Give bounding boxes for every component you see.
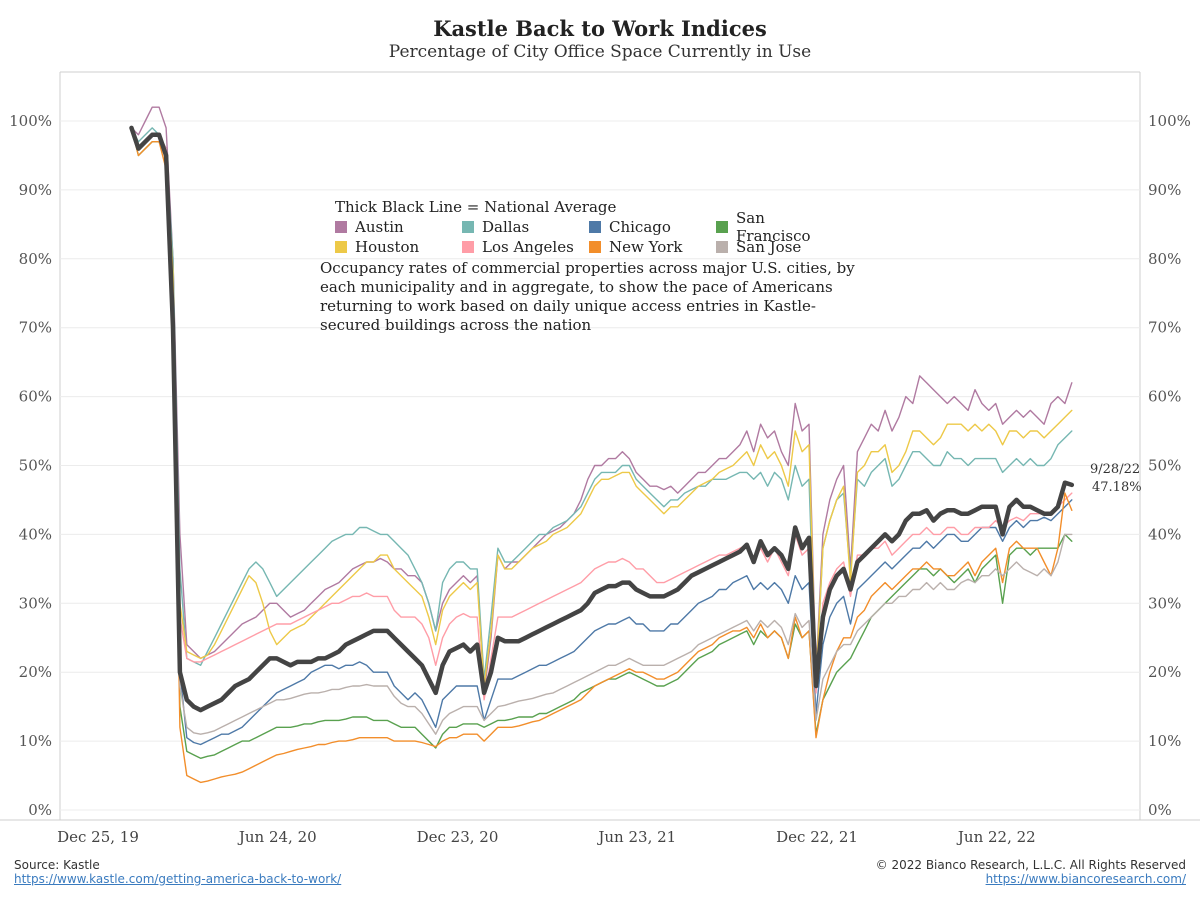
copyright-text: © 2022 Bianco Research, L.L.C. All Right… — [875, 858, 1186, 872]
legend-item-chicago: Chicago — [589, 218, 716, 236]
y-tick-label-right: 100% — [1148, 112, 1191, 130]
y-tick-label-right: 90% — [1148, 181, 1181, 199]
series-line-chicago — [130, 127, 1073, 746]
legend-item-los-angeles: Los Angeles — [462, 238, 589, 256]
legend-item-houston: Houston — [335, 238, 462, 256]
y-tick-label-left: 100% — [9, 112, 52, 130]
y-tick-label-left: 20% — [19, 663, 52, 681]
legend-label-dallas: Dallas — [482, 218, 530, 236]
y-tick-label-right: 50% — [1148, 457, 1181, 475]
y-tick-label-left: 40% — [19, 525, 52, 543]
legend-label-san-francisco: San Francisco — [736, 209, 811, 245]
y-tick-label-right: 0% — [1148, 801, 1172, 819]
site-link[interactable]: https://www.biancoresearch.com/ — [985, 872, 1186, 886]
legend-row-1: Austin Dallas Chicago San Francisco — [335, 209, 880, 245]
x-tick-label: Dec 23, 20 — [417, 828, 499, 846]
legend-description: Occupancy rates of commercial properties… — [320, 259, 855, 334]
end-annotation-value: 47.18% — [1092, 480, 1142, 495]
legend-item-dallas: Dallas — [462, 218, 589, 236]
x-tick-label: Jun 22, 22 — [956, 828, 1036, 846]
series-line-austin — [130, 106, 1073, 694]
series-line-dallas — [130, 127, 1073, 687]
y-tick-label-right: 40% — [1148, 525, 1181, 543]
source-link[interactable]: https://www.kastle.com/getting-america-b… — [14, 872, 342, 886]
legend-swatch-austin — [335, 221, 347, 233]
y-tick-label-left: 30% — [19, 594, 52, 612]
legend-row-2: Houston Los Angeles New York San Jose — [335, 237, 880, 257]
x-tick-label: Dec 22, 21 — [776, 828, 858, 846]
legend-swatch-new-york — [589, 241, 601, 253]
y-tick-label-right: 60% — [1148, 388, 1181, 406]
source-block: Source: Kastle https://www.kastle.com/ge… — [14, 858, 341, 886]
legend-swatch-san-jose — [716, 241, 728, 253]
legend-swatch-los-angeles — [462, 241, 474, 253]
legend-swatch-chicago — [589, 221, 601, 233]
chart-title: Kastle Back to Work Indices — [433, 16, 767, 41]
series-line-los-angeles — [130, 127, 1073, 701]
legend-item-san-jose: San Jose — [716, 238, 843, 256]
series-line-new-york — [130, 127, 1073, 784]
legend-swatch-houston — [335, 241, 347, 253]
legend-item-austin: Austin — [335, 218, 462, 236]
y-tick-label-right: 20% — [1148, 663, 1181, 681]
x-tick-label: Dec 25, 19 — [57, 828, 139, 846]
y-tick-label-left: 0% — [28, 801, 52, 819]
legend-heading: Thick Black Line = National Average — [335, 198, 617, 216]
y-tick-label-left: 80% — [19, 250, 52, 268]
series-line-national-average — [129, 125, 1075, 713]
legend-label-san-jose: San Jose — [736, 238, 802, 256]
series-line-san-jose — [130, 127, 1073, 735]
y-tick-label-right: 70% — [1148, 319, 1181, 337]
copyright-block: © 2022 Bianco Research, L.L.C. All Right… — [876, 858, 1186, 886]
y-tick-label-left: 60% — [19, 388, 52, 406]
legend-label-houston: Houston — [355, 238, 420, 256]
y-tick-label-right: 30% — [1148, 594, 1181, 612]
legend-swatch-san-francisco — [716, 221, 728, 233]
chart-subtitle: Percentage of City Office Space Currentl… — [388, 42, 812, 62]
source-label: Source: Kastle — [14, 858, 100, 872]
legend-label-austin: Austin — [355, 218, 404, 236]
legend-label-los-angeles: Los Angeles — [482, 238, 574, 256]
x-tick-label: Jun 24, 20 — [237, 828, 317, 846]
legend-item-san-francisco: San Francisco — [716, 209, 843, 245]
y-tick-label-left: 50% — [19, 457, 52, 475]
y-tick-label-right: 80% — [1148, 250, 1181, 268]
legend-swatch-dallas — [462, 221, 474, 233]
y-tick-label-left: 10% — [19, 732, 52, 750]
x-tick-label: Jun 23, 21 — [596, 828, 676, 846]
y-tick-label-left: 90% — [19, 181, 52, 199]
series-line-houston — [130, 127, 1073, 687]
y-tick-label-left: 70% — [19, 319, 52, 337]
legend-item-new-york: New York — [589, 238, 716, 256]
y-tick-label-right: 10% — [1148, 732, 1181, 750]
end-annotation-date: 9/28/22 — [1090, 462, 1140, 477]
legend-label-chicago: Chicago — [609, 218, 671, 236]
legend: Thick Black Line = National Average Aust… — [320, 198, 880, 335]
legend-label-new-york: New York — [609, 238, 683, 256]
